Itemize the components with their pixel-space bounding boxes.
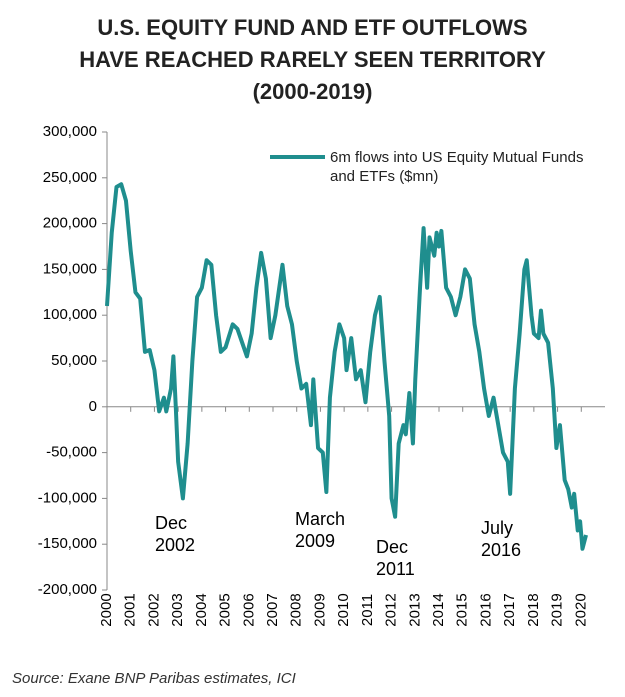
x-tick-label: 2016	[477, 593, 494, 626]
y-tick-label: -100,000	[38, 489, 97, 506]
x-tick-label: 2014	[430, 593, 447, 626]
x-tick-label: 2019	[549, 593, 566, 626]
x-tick-label: 2010	[335, 593, 352, 626]
annotation: July 2016	[481, 518, 522, 560]
x-tick-label: 2006	[240, 593, 257, 626]
x-tick-label: 2007	[264, 593, 281, 626]
x-tick-label: 2012	[383, 593, 400, 626]
x-tick-label: 2005	[217, 593, 234, 626]
annotation: Dec 2002	[155, 513, 196, 555]
source: Source: Exane BNP Paribas estimates, ICI	[12, 670, 296, 687]
legend-label: 6m flows into US Equity Mutual Funds and…	[330, 149, 584, 185]
series-line	[105, 182, 588, 551]
annotation: March 2009	[295, 509, 346, 551]
y-tick-label: -50,000	[46, 444, 97, 461]
x-tick-label: 2013	[406, 593, 423, 626]
x-tick-label: 2017	[501, 593, 518, 626]
x-tick-label: 2003	[169, 593, 186, 626]
y-tick-label: 0	[89, 398, 97, 415]
x-tick-label: 2001	[122, 593, 139, 626]
x-tick-label: 2015	[454, 593, 471, 626]
x-tick-label: 2008	[288, 593, 305, 626]
y-tick-label: 250,000	[43, 169, 97, 186]
x-tick-label: 2002	[145, 593, 162, 626]
x-tick-label: 2020	[572, 593, 589, 626]
x-tick-label: 2018	[525, 593, 542, 626]
y-tick-label: -200,000	[38, 581, 97, 598]
y-tick-label: 200,000	[43, 215, 97, 232]
y-tick-label: 150,000	[43, 260, 97, 277]
y-tick-label: 50,000	[51, 352, 97, 369]
x-tick-label: 2009	[311, 593, 328, 626]
annotation: Dec 2011	[376, 537, 415, 579]
chart-title: U.S. EQUITY FUND AND ETF OUTFLOWS HAVE R…	[79, 15, 546, 104]
x-tick-label: 2011	[359, 594, 376, 626]
y-tick-label: -150,000	[38, 535, 97, 552]
x-tick-label: 2004	[193, 593, 210, 626]
y-tick-label: 100,000	[43, 306, 97, 323]
x-tick-label: 2000	[98, 593, 115, 626]
y-tick-label: 300,000	[43, 123, 97, 140]
